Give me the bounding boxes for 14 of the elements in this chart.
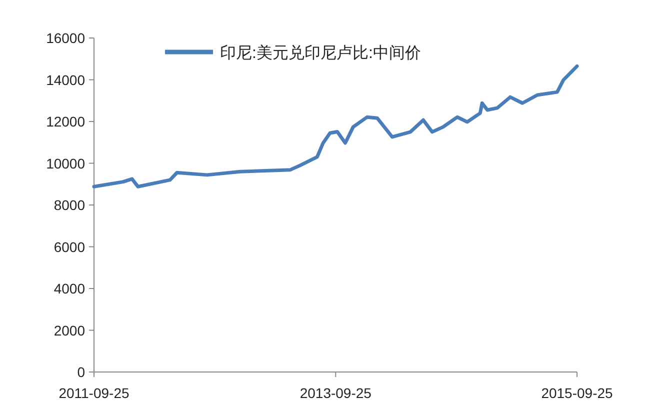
y-tick-label: 16000	[46, 30, 86, 46]
x-tick-label: 2013-09-25	[300, 385, 372, 401]
y-tick-label: 2000	[54, 322, 86, 338]
y-tick-label: 0	[77, 364, 86, 380]
y-tick-label: 8000	[54, 197, 86, 213]
x-tick-label: 2015-09-25	[541, 385, 614, 401]
y-tick-label: 12000	[46, 114, 86, 130]
y-tick-label: 4000	[54, 280, 86, 296]
y-tick-label: 6000	[54, 238, 86, 255]
x-tick-label: 2011-09-25	[58, 385, 130, 401]
legend: 印尼:美元兑印尼卢比:中间价	[165, 45, 421, 62]
y-tick-label: 14000	[46, 72, 86, 88]
legend-label: 印尼:美元兑印尼卢比:中间价	[220, 44, 421, 62]
y-tick-label: 10000	[46, 155, 86, 172]
